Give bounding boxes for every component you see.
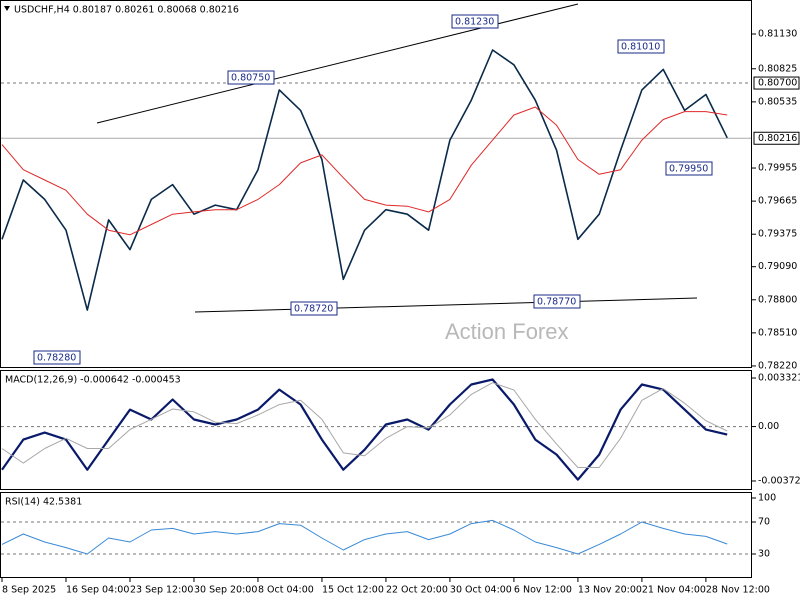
series-line (1, 378, 728, 481)
annotation: 0.78770 (537, 297, 576, 308)
x-tick-label: 21 Nov 04:00 (642, 585, 706, 596)
x-tick-label: 6 Nov 12:00 (514, 585, 572, 596)
annotation-box (617, 39, 665, 54)
symbol-icon (4, 6, 10, 11)
y-tick-label: 0.80825 (758, 63, 797, 74)
x-tick-label: 30 Oct 04:00 (450, 585, 512, 596)
y-tick-label: 0.003321 (758, 373, 800, 384)
y-tick-label: 0.79955 (758, 163, 797, 174)
level-label: 0.80700 (758, 78, 797, 89)
annotation: 0.81230 (455, 17, 494, 28)
y-tick-label: 0.78220 (758, 360, 797, 371)
annotation: 0.80750 (231, 73, 270, 84)
y-tick-label: 100 (758, 493, 776, 504)
annotation: 0.81010 (621, 42, 660, 53)
y-tick-label: 0.79665 (758, 196, 797, 207)
rsi-frame (0, 492, 752, 578)
x-tick-label: 8 Oct 04:00 (258, 585, 314, 596)
series-line (1, 519, 728, 555)
chart-title: USDCHF,H4 0.80187 0.80261 0.80068 0.8021… (14, 5, 239, 16)
y-tick-label: 70 (758, 517, 770, 528)
annotation: 0.79950 (669, 164, 708, 175)
level-label: 0.80216 (758, 133, 797, 144)
series-line (1, 106, 728, 236)
x-tick-label: 13 Nov 20:00 (578, 585, 642, 596)
series-line (1, 49, 728, 311)
series-line (1, 382, 728, 468)
x-tick-label: 16 Sep 04:00 (66, 585, 129, 596)
trendline (96, 3, 579, 124)
y-tick-label: 0.00 (758, 421, 779, 432)
y-tick-label: 0.79090 (758, 261, 797, 272)
x-tick-label: 23 Sep 12:00 (130, 585, 193, 596)
y-tick-label: 0.80535 (758, 96, 797, 107)
macd-frame (0, 370, 752, 490)
main-frame (0, 0, 752, 368)
x-tick-label: 8 Sep 2025 (2, 585, 56, 596)
y-tick-label: -0.003723 (758, 475, 800, 486)
x-tick-label: 30 Sep 20:00 (194, 585, 257, 596)
annotation: 0.78720 (294, 304, 333, 315)
annotation-box (665, 161, 713, 176)
watermark: Action Forex (445, 319, 569, 344)
annotation-box (290, 301, 338, 316)
trendline (194, 297, 698, 313)
annotation-box (451, 14, 499, 29)
x-tick-label: 22 Oct 20:00 (386, 585, 448, 596)
x-tick-label: 15 Oct 12:00 (322, 585, 384, 596)
y-tick-label: 0.78800 (758, 294, 797, 305)
macd-title: MACD(12,26,9) -0.000642 -0.000453 (5, 375, 181, 386)
annotation-box (533, 294, 581, 309)
annotation-box (33, 350, 81, 365)
y-tick-label: 0.79375 (758, 229, 797, 240)
y-tick-label: 0.78510 (758, 327, 797, 338)
y-tick-label: 0.81130 (758, 28, 797, 39)
level-label-box (753, 76, 800, 90)
y-tick-label: 30 (758, 549, 770, 560)
annotation-box (227, 70, 275, 85)
level-label-box (753, 131, 800, 145)
rsi-title: RSI(14) 42.5381 (5, 497, 82, 508)
x-tick-label: 28 Nov 12:00 (706, 585, 770, 596)
annotation: 0.78280 (37, 353, 76, 364)
